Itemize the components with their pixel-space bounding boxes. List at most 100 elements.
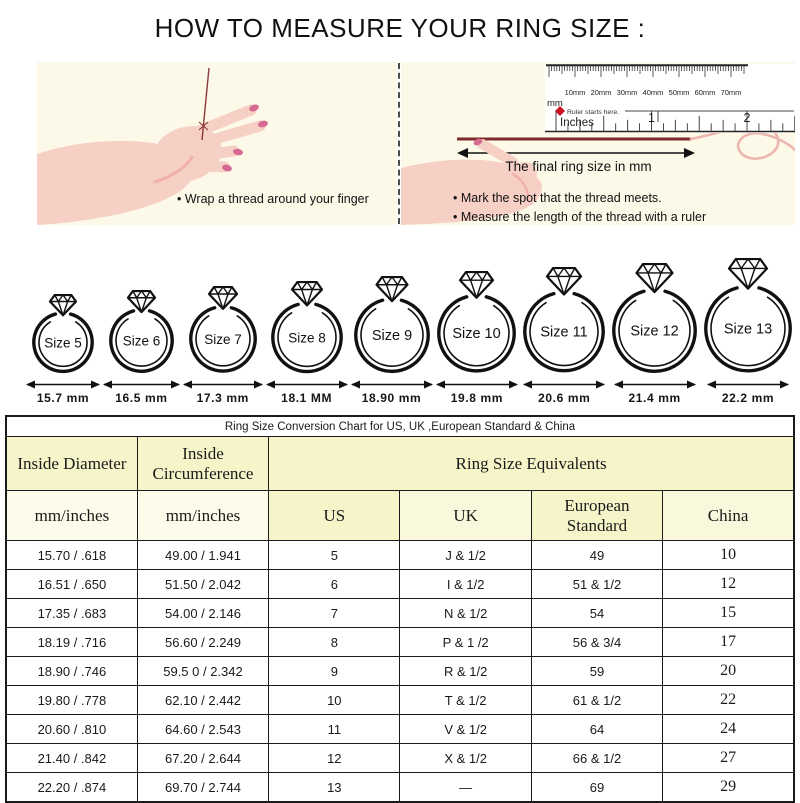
diameter-arrow — [435, 380, 518, 389]
table-row: 15.70 / .618 49.00 / 1.941 5 J & 1/2 49 10 — [5, 540, 795, 570]
table-cell: 66 & 1/2 — [530, 743, 664, 773]
table-cell: 18.19 / .716 — [5, 627, 138, 657]
measure-length-caption: • Measure the length of the thread with … — [453, 210, 707, 225]
table-cell: 51.50 / 2.042 — [136, 569, 270, 599]
table-cell: 10 — [662, 540, 795, 570]
measure-steps-panel: • Wrap a thread around your finger 10mm 2… — [37, 62, 795, 225]
table-cell: 5 — [268, 540, 401, 570]
ring-size-size-8: Size 8 18.1 MM — [265, 280, 349, 405]
ring-illustration: Size 8 — [270, 280, 343, 373]
table-cell: 59 — [530, 656, 664, 686]
ring-size-size-7: Size 7 17.3 mm — [182, 286, 264, 405]
ring-diameter-label: 22.2 mm — [721, 391, 775, 405]
ring-size-size-9: Size 9 18.90 mm — [350, 275, 434, 405]
ring-illustration: Size 9 — [353, 275, 430, 373]
ring-diameter-label: 15.7 mm — [36, 391, 90, 405]
table-cell: V & 1/2 — [399, 714, 532, 744]
ring-illustration: Size 10 — [437, 271, 517, 373]
ring-size-text: Size 13 — [724, 322, 772, 338]
table-cell: 69 — [530, 772, 664, 803]
diameter-arrow — [182, 380, 263, 389]
table-cell: 62.10 / 2.442 — [136, 685, 270, 715]
ruler-mm-label: 50mm — [669, 88, 690, 97]
table-title-row: Ring Size Conversion Chart for US, UK ,E… — [5, 415, 795, 437]
table-cell: R & 1/2 — [399, 656, 532, 686]
table-cell: 29 — [662, 772, 795, 803]
table-cell: 22.20 / .874 — [5, 772, 138, 803]
table-cell: 13 — [268, 772, 401, 803]
table-cell: 54.00 / 2.146 — [136, 598, 270, 628]
ring-size-size-10: Size 10 19.8 mm — [434, 271, 519, 405]
header-mm-inches-circumference: mm/inches — [136, 490, 270, 541]
ruler-inch-number: 2 — [744, 111, 751, 125]
table-row: 21.40 / .842 67.20 / 2.644 12 X & 1/2 66 & 1… — [5, 743, 795, 773]
table-cell: I & 1/2 — [399, 569, 532, 599]
ring-diameter-label: 21.4 mm — [628, 391, 681, 405]
table-cell: 54 — [530, 598, 664, 628]
ring-illustration: Size 5 — [32, 293, 94, 373]
page-title: HOW TO MEASURE YOUR RING SIZE : — [154, 13, 646, 43]
ruler-mm-label: 60mm — [695, 88, 716, 97]
diameter-arrow — [350, 380, 433, 389]
table-cell: 17.35 / .683 — [5, 598, 138, 628]
ring-size-text: Size 5 — [44, 335, 82, 350]
ring-size-conversion-table: Ring Size Conversion Chart for US, UK ,E… — [5, 415, 795, 803]
table-cell: 64.60 / 2.543 — [136, 714, 270, 744]
ring-diameter-label: 18.1 MM — [281, 391, 333, 405]
table-cell: 49 — [530, 540, 664, 570]
header-us: US — [268, 490, 401, 541]
table-cell: 12 — [268, 743, 401, 773]
table-cell: 64 — [530, 714, 664, 744]
table-cell: 6 — [268, 569, 401, 599]
table-sub-header-row: mm/inches mm/inches US UK European Stand… — [5, 490, 795, 541]
table-cell: 19.80 / .778 — [5, 685, 138, 715]
table-cell: J & 1/2 — [399, 540, 532, 570]
ring-size-text: Size 6 — [123, 334, 161, 349]
ring-size-text: Size 9 — [371, 328, 411, 344]
table-cell: 17 — [662, 627, 795, 657]
header-mm-inches-diameter: mm/inches — [5, 490, 138, 541]
table-cell: 56.60 / 2.249 — [136, 627, 270, 657]
ring-size-size-6: Size 6 16.5 mm — [102, 289, 181, 405]
table-cell: 27 — [662, 743, 795, 773]
table-row: 18.90 / .746 59.5 0 / 2.342 9 R & 1/2 59 20 — [5, 656, 795, 686]
ring-size-text: Size 12 — [630, 324, 678, 340]
table-cell: 20 — [662, 656, 795, 686]
ruler-mm-label: 30mm — [617, 88, 638, 97]
table-row: 22.20 / .874 69.70 / 2.744 13—69 29 — [5, 772, 795, 803]
diameter-arrow — [523, 380, 606, 389]
table-cell: 56 & 3/4 — [530, 627, 664, 657]
header-inside-circumference: Inside Circumference — [136, 436, 270, 491]
table-cell: X & 1/2 — [399, 743, 532, 773]
ring-illustration: Size 7 — [188, 286, 257, 373]
table-row: 18.19 / .716 56.60 / 2.249 8 P & 1 /2 56 & 3… — [5, 627, 795, 657]
ring-illustration: Size 6 — [108, 289, 174, 373]
ring-illustration: Size 11 — [523, 267, 606, 373]
table-cell: 24 — [662, 714, 795, 744]
header-china: China — [662, 490, 795, 541]
hand-thread-illustration — [37, 62, 397, 225]
table-cell: 15 — [662, 598, 795, 628]
table-cell: N & 1/2 — [399, 598, 532, 628]
header-uk: UK — [399, 490, 532, 541]
final-size-label: The final ring size in mm — [505, 159, 652, 174]
step-measure-thread: 10mm 20mm 30mm 40mm 50mm 60mm 70mm mm Ruler star… — [401, 62, 795, 225]
diameter-arrow — [102, 380, 180, 389]
ring-illustration: Size 12 — [612, 262, 698, 373]
table-cell: 69.70 / 2.744 — [136, 772, 270, 803]
table-cell: 67.20 / 2.644 — [136, 743, 270, 773]
diameter-arrow — [265, 380, 348, 389]
ring-diameter-label: 20.6 mm — [538, 391, 591, 405]
ring-size-text: Size 8 — [288, 330, 326, 345]
table-cell: 11 — [268, 714, 401, 744]
ring-size-text: Size 10 — [453, 327, 501, 343]
wrap-thread-caption: • Wrap a thread around your finger — [177, 192, 369, 206]
ring-illustration: Size 13 — [704, 258, 792, 373]
ring-size-text: Size 7 — [204, 332, 242, 347]
table-cell: 15.70 / .618 — [5, 540, 138, 570]
ruler-mm-unit: mm — [547, 98, 563, 109]
header-ring-size-equivalents: Ring Size Equivalents — [268, 436, 795, 491]
ring-size-scale: Size 5 15.7 mm Size 6 16.5 mm Size 7 17.3 mm S… — [25, 243, 795, 405]
ruler-mm-label: 20mm — [591, 88, 612, 97]
table-cell: 18.90 / .746 — [5, 656, 138, 686]
